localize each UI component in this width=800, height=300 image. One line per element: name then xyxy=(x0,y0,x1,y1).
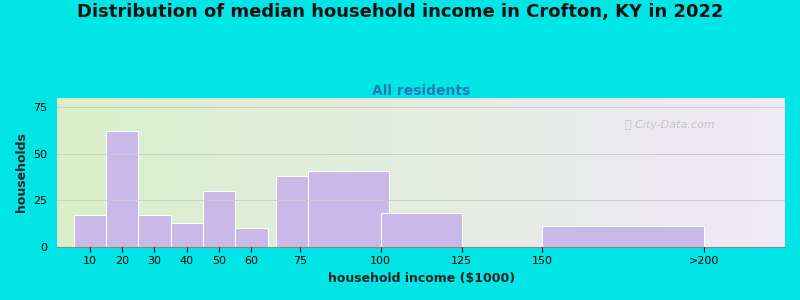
Bar xyxy=(170,223,203,247)
Text: ⓘ City-Data.com: ⓘ City-Data.com xyxy=(625,120,714,130)
Bar xyxy=(542,226,704,247)
Bar xyxy=(308,170,389,247)
Bar xyxy=(138,215,170,247)
Bar xyxy=(235,228,267,247)
Bar xyxy=(203,191,235,247)
X-axis label: household income ($1000): household income ($1000) xyxy=(328,272,514,285)
Title: All residents: All residents xyxy=(372,84,470,98)
Bar xyxy=(381,213,462,247)
Bar xyxy=(74,215,106,247)
Bar xyxy=(276,176,324,247)
Bar xyxy=(106,131,138,247)
Text: Distribution of median household income in Crofton, KY in 2022: Distribution of median household income … xyxy=(77,3,723,21)
Y-axis label: households: households xyxy=(15,132,28,212)
